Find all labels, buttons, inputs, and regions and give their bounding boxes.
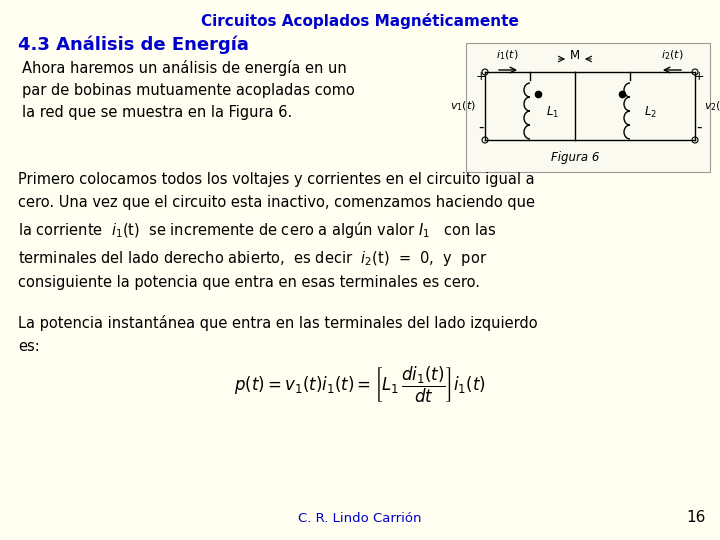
Text: +: + bbox=[476, 70, 486, 83]
Text: Circuitos Acoplados Magnéticamente: Circuitos Acoplados Magnéticamente bbox=[201, 13, 519, 29]
Text: -: - bbox=[696, 120, 702, 135]
Text: $L_1$: $L_1$ bbox=[546, 104, 559, 119]
Text: $L_2$: $L_2$ bbox=[644, 104, 657, 119]
Text: Ahora haremos un análisis de energía en un
par de bobinas mutuamente acopladas c: Ahora haremos un análisis de energía en … bbox=[22, 60, 355, 120]
Text: $p(t) = v_1(t)i_1(t) = \left[ L_1 \, \dfrac{di_1(t)}{dt} \right] i_1(t)$: $p(t) = v_1(t)i_1(t) = \left[ L_1 \, \df… bbox=[234, 365, 486, 405]
Text: 4.3 Análisis de Energía: 4.3 Análisis de Energía bbox=[18, 35, 249, 53]
Text: $i_1(t)$: $i_1(t)$ bbox=[496, 49, 518, 62]
FancyBboxPatch shape bbox=[466, 43, 710, 172]
Text: 16: 16 bbox=[687, 510, 706, 525]
Text: M: M bbox=[570, 49, 580, 62]
Text: Figura 6: Figura 6 bbox=[551, 151, 599, 164]
Text: La potencia instantánea que entra en las terminales del lado izquierdo
es:: La potencia instantánea que entra en las… bbox=[18, 315, 538, 354]
Text: $v_1(t)$: $v_1(t)$ bbox=[450, 99, 476, 113]
Text: $i_2(t)$: $i_2(t)$ bbox=[661, 49, 683, 62]
Text: Primero colocamos todos los voltajes y corrientes en el circuito igual a
cero. U: Primero colocamos todos los voltajes y c… bbox=[18, 172, 535, 291]
Text: $v_2(t)$: $v_2(t)$ bbox=[704, 99, 720, 113]
Text: C. R. Lindo Carrión: C. R. Lindo Carrión bbox=[298, 512, 422, 525]
Text: +: + bbox=[693, 70, 704, 83]
Text: -: - bbox=[478, 120, 484, 135]
